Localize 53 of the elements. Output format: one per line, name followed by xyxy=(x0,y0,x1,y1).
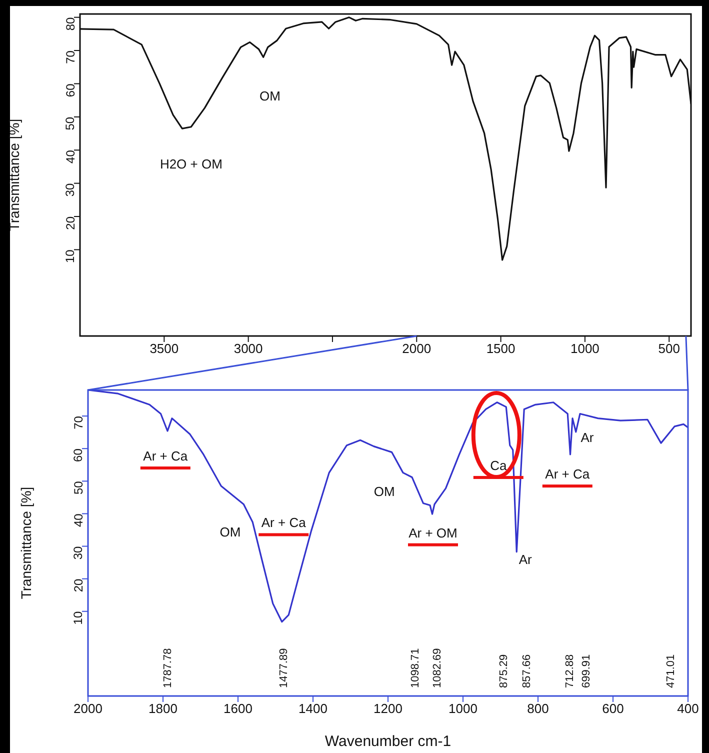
y-tick-label: 30 xyxy=(63,182,78,197)
annotation: 857.66 xyxy=(521,654,533,688)
y-tick-label: 20 xyxy=(63,216,78,230)
y-tick-label: 10 xyxy=(71,611,86,625)
annotation: OM xyxy=(260,88,280,104)
x-tick-label: 1200 xyxy=(374,701,402,716)
x-tick-label: 1400 xyxy=(298,701,328,716)
annotation: 1098.71 xyxy=(409,648,422,688)
y-tick-label: 30 xyxy=(71,546,86,560)
y-tick-label: 50 xyxy=(63,116,78,130)
annotation: Ar + OM xyxy=(408,525,458,540)
annotation: H2O + OM xyxy=(160,156,222,172)
y-tick-label: 20 xyxy=(71,578,86,592)
y-axis-title: Transmittance [%] xyxy=(18,486,34,600)
x-tick-label: 1000 xyxy=(448,701,478,716)
annotation: Ar + Ca xyxy=(545,466,590,482)
x-tick-label: 600 xyxy=(602,701,624,716)
y-tick-label: 60 xyxy=(71,448,86,462)
annotation: Ca xyxy=(490,458,508,473)
y-axis-title: Transmittance [%] xyxy=(6,118,22,232)
x-tick-label: 3000 xyxy=(234,341,263,356)
annotation: 875.29 xyxy=(498,654,510,688)
annotation: 1082.69 xyxy=(432,648,444,688)
annotation: 1477.89 xyxy=(278,648,290,688)
annotation: 1787.78 xyxy=(162,648,174,688)
x-tick-label: 400 xyxy=(677,701,699,716)
y-tick-label: 10 xyxy=(63,249,78,264)
x-tick-label: 500 xyxy=(658,341,680,356)
y-tick-label: 70 xyxy=(71,416,86,430)
x-tick-label: 1600 xyxy=(224,701,252,716)
x-axis-title: Wavenumber cm-1 xyxy=(324,733,452,750)
x-tick-label: 1500 xyxy=(486,341,516,356)
annotation: Ar xyxy=(518,552,533,568)
annotation: Ar + Ca xyxy=(143,448,188,464)
annotation: Ar + Ca xyxy=(261,515,307,530)
x-tick-label: 1800 xyxy=(148,701,178,716)
x-tick-label: 800 xyxy=(527,701,549,716)
y-tick-label: 40 xyxy=(63,150,78,164)
y-tick-label: 60 xyxy=(63,83,78,98)
x-tick-label: 1000 xyxy=(570,341,600,356)
annotation: 699.91 xyxy=(580,654,592,688)
annotation: Ar xyxy=(580,430,594,446)
x-tick-label: 2000 xyxy=(74,701,102,716)
annotation: 712.88 xyxy=(564,654,576,688)
annotation: OM xyxy=(220,524,241,540)
annotation: 471.01 xyxy=(665,654,677,688)
x-tick-label: 2000 xyxy=(402,341,432,356)
x-tick-label: 3500 xyxy=(150,341,179,356)
y-tick-label: 50 xyxy=(71,480,86,495)
annotation: OM xyxy=(374,484,395,499)
y-tick-label: 80 xyxy=(63,17,78,31)
y-tick-label: 40 xyxy=(71,513,86,528)
y-tick-label: 70 xyxy=(63,50,78,64)
